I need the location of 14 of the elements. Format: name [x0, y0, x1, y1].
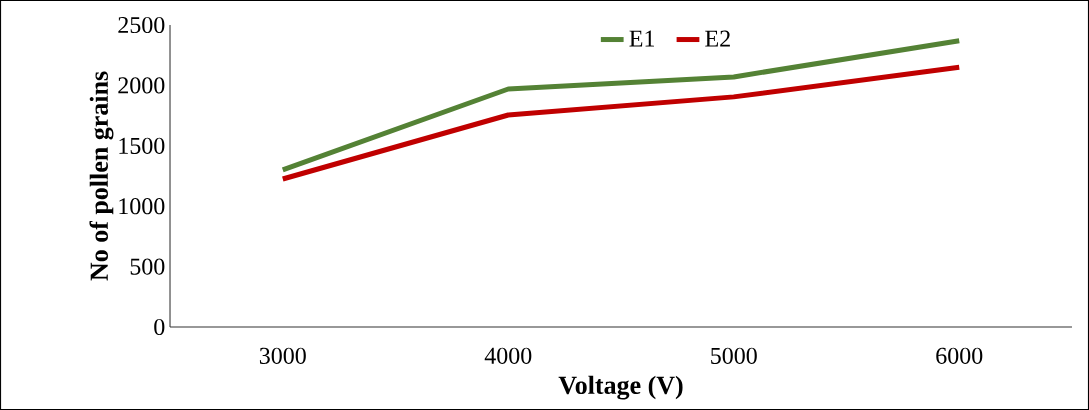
y-tick-label: 0 — [154, 318, 165, 336]
y-tick-label: 1500 — [119, 137, 165, 154]
y-tick-label: 2500 — [118, 16, 165, 34]
x-tick-label: 5000 — [711, 347, 757, 364]
legend-label: E2 — [705, 30, 730, 47]
legend-label: E1 — [629, 30, 654, 47]
y-tick-label: 500 — [130, 258, 165, 275]
y-tick-label: 2000 — [118, 77, 165, 94]
x-tick-label: 3000 — [259, 347, 306, 364]
x-axis-title: Voltage (V) — [558, 375, 683, 400]
x-tick-label: 4000 — [484, 347, 532, 364]
y-axis-title: No of pollen grains — [89, 71, 114, 281]
y-tick-label: 1000 — [119, 198, 165, 215]
x-tick-label: 6000 — [936, 347, 983, 364]
